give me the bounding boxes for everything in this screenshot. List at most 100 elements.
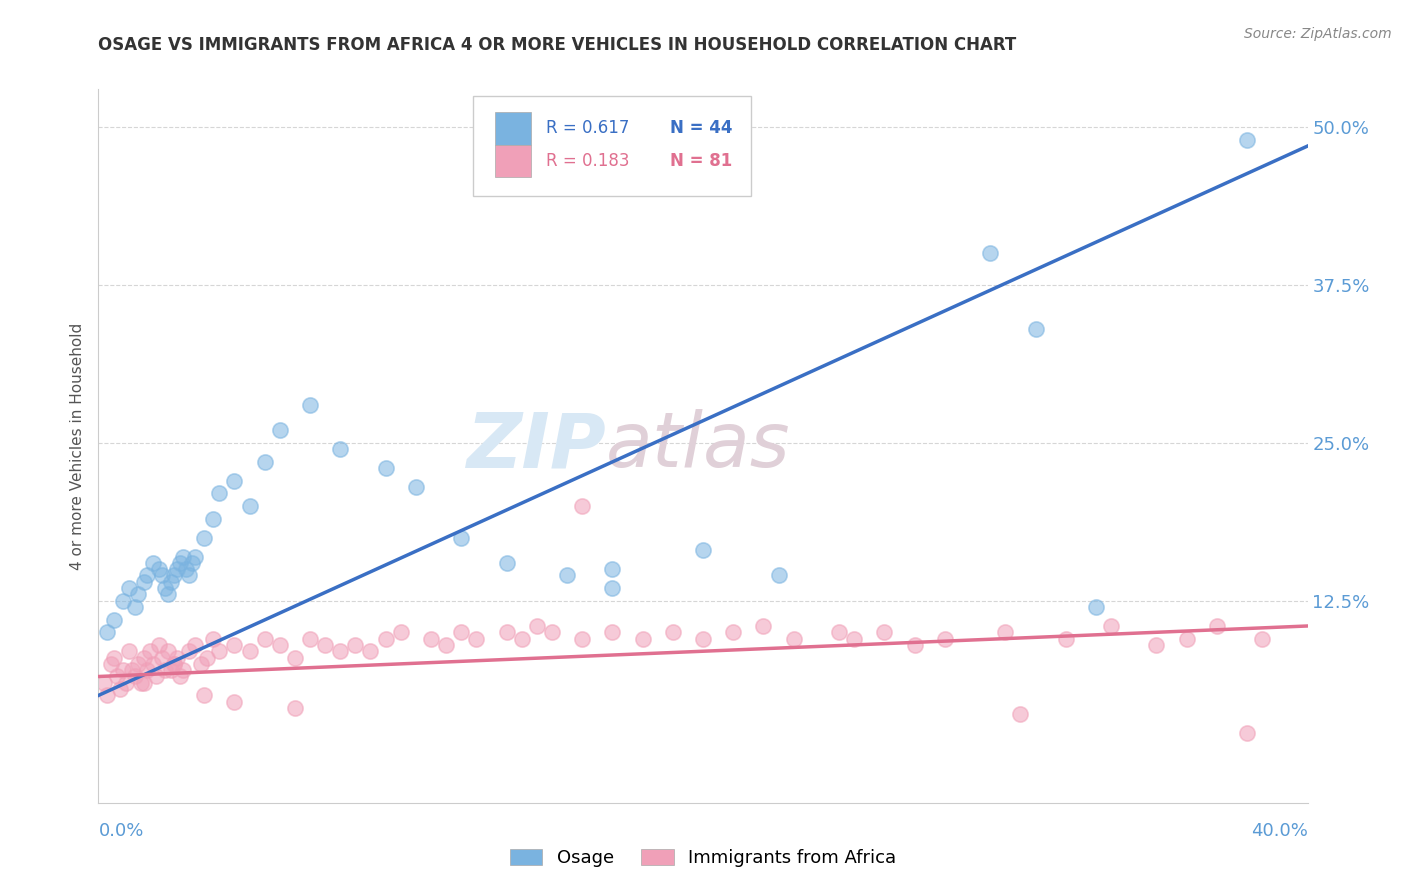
Point <box>405 480 427 494</box>
Point <box>179 644 201 658</box>
Point <box>150 568 173 582</box>
Point <box>111 663 134 677</box>
Point <box>1175 632 1198 646</box>
Point <box>904 638 927 652</box>
Point <box>602 581 624 595</box>
Point <box>723 625 745 640</box>
Point <box>148 562 170 576</box>
Point <box>994 625 1017 640</box>
Point <box>495 556 517 570</box>
FancyBboxPatch shape <box>495 112 531 145</box>
Text: atlas: atlas <box>606 409 790 483</box>
Point <box>132 574 155 589</box>
Point <box>118 644 141 658</box>
Point <box>145 669 167 683</box>
Text: ZIP: ZIP <box>467 409 606 483</box>
Point <box>692 543 714 558</box>
Point <box>374 461 396 475</box>
Point <box>96 689 118 703</box>
Point <box>1236 726 1258 740</box>
FancyBboxPatch shape <box>495 145 531 177</box>
Point <box>465 632 488 646</box>
Point <box>555 568 578 582</box>
Point <box>450 625 472 640</box>
Point <box>208 486 231 500</box>
Point <box>169 556 191 570</box>
Point <box>163 657 186 671</box>
Point <box>202 632 225 646</box>
Point <box>135 663 157 677</box>
Point <box>114 675 136 690</box>
Point <box>540 625 562 640</box>
Point <box>510 632 533 646</box>
Point <box>169 669 191 683</box>
Point <box>329 644 352 658</box>
Point <box>1251 632 1274 646</box>
Point <box>124 669 146 683</box>
Point <box>495 625 517 640</box>
Point <box>1024 322 1046 336</box>
Point <box>127 657 149 671</box>
Point <box>172 549 194 564</box>
Y-axis label: 4 or more Vehicles in Household: 4 or more Vehicles in Household <box>69 322 84 570</box>
Point <box>1054 632 1077 646</box>
Text: R = 0.183: R = 0.183 <box>546 152 630 169</box>
Point <box>979 246 1001 260</box>
Point <box>299 398 322 412</box>
Point <box>420 632 443 646</box>
Text: N = 44: N = 44 <box>671 120 733 137</box>
Point <box>434 638 457 652</box>
Point <box>828 625 851 640</box>
Point <box>269 638 291 652</box>
Point <box>1206 619 1229 633</box>
Point <box>602 562 624 576</box>
Point <box>873 625 896 640</box>
Point <box>190 657 212 671</box>
Point <box>179 568 201 582</box>
Point <box>93 675 115 690</box>
Point <box>108 682 131 697</box>
Point <box>132 650 155 665</box>
Point <box>184 549 207 564</box>
Point <box>239 499 262 513</box>
Point <box>1010 707 1032 722</box>
Point <box>284 701 307 715</box>
Point <box>571 632 593 646</box>
Point <box>224 695 246 709</box>
Point <box>150 650 173 665</box>
Point <box>768 568 790 582</box>
Point <box>163 657 186 671</box>
Point <box>142 556 165 570</box>
Point <box>224 638 246 652</box>
Point <box>193 689 215 703</box>
Text: OSAGE VS IMMIGRANTS FROM AFRICA 4 OR MORE VEHICLES IN HOUSEHOLD CORRELATION CHAR: OSAGE VS IMMIGRANTS FROM AFRICA 4 OR MOR… <box>98 36 1017 54</box>
Point <box>692 632 714 646</box>
Point <box>202 511 225 525</box>
Point <box>284 650 307 665</box>
Point <box>160 574 183 589</box>
Point <box>111 593 134 607</box>
Point <box>195 650 218 665</box>
Point <box>752 619 775 633</box>
Point <box>602 625 624 640</box>
Point <box>782 632 804 646</box>
Point <box>184 638 207 652</box>
Point <box>1085 600 1108 615</box>
Point <box>299 632 322 646</box>
Point <box>118 581 141 595</box>
Point <box>127 587 149 601</box>
Point <box>153 663 176 677</box>
Point <box>389 625 412 640</box>
Point <box>139 644 162 658</box>
Legend: Osage, Immigrants from Africa: Osage, Immigrants from Africa <box>503 841 903 874</box>
FancyBboxPatch shape <box>474 96 751 196</box>
Point <box>269 423 291 437</box>
Point <box>148 638 170 652</box>
Point <box>253 455 276 469</box>
Point <box>571 499 593 513</box>
Text: N = 81: N = 81 <box>671 152 733 169</box>
Point <box>239 644 262 658</box>
Point <box>193 531 215 545</box>
Point <box>253 632 276 646</box>
Point <box>124 600 146 615</box>
